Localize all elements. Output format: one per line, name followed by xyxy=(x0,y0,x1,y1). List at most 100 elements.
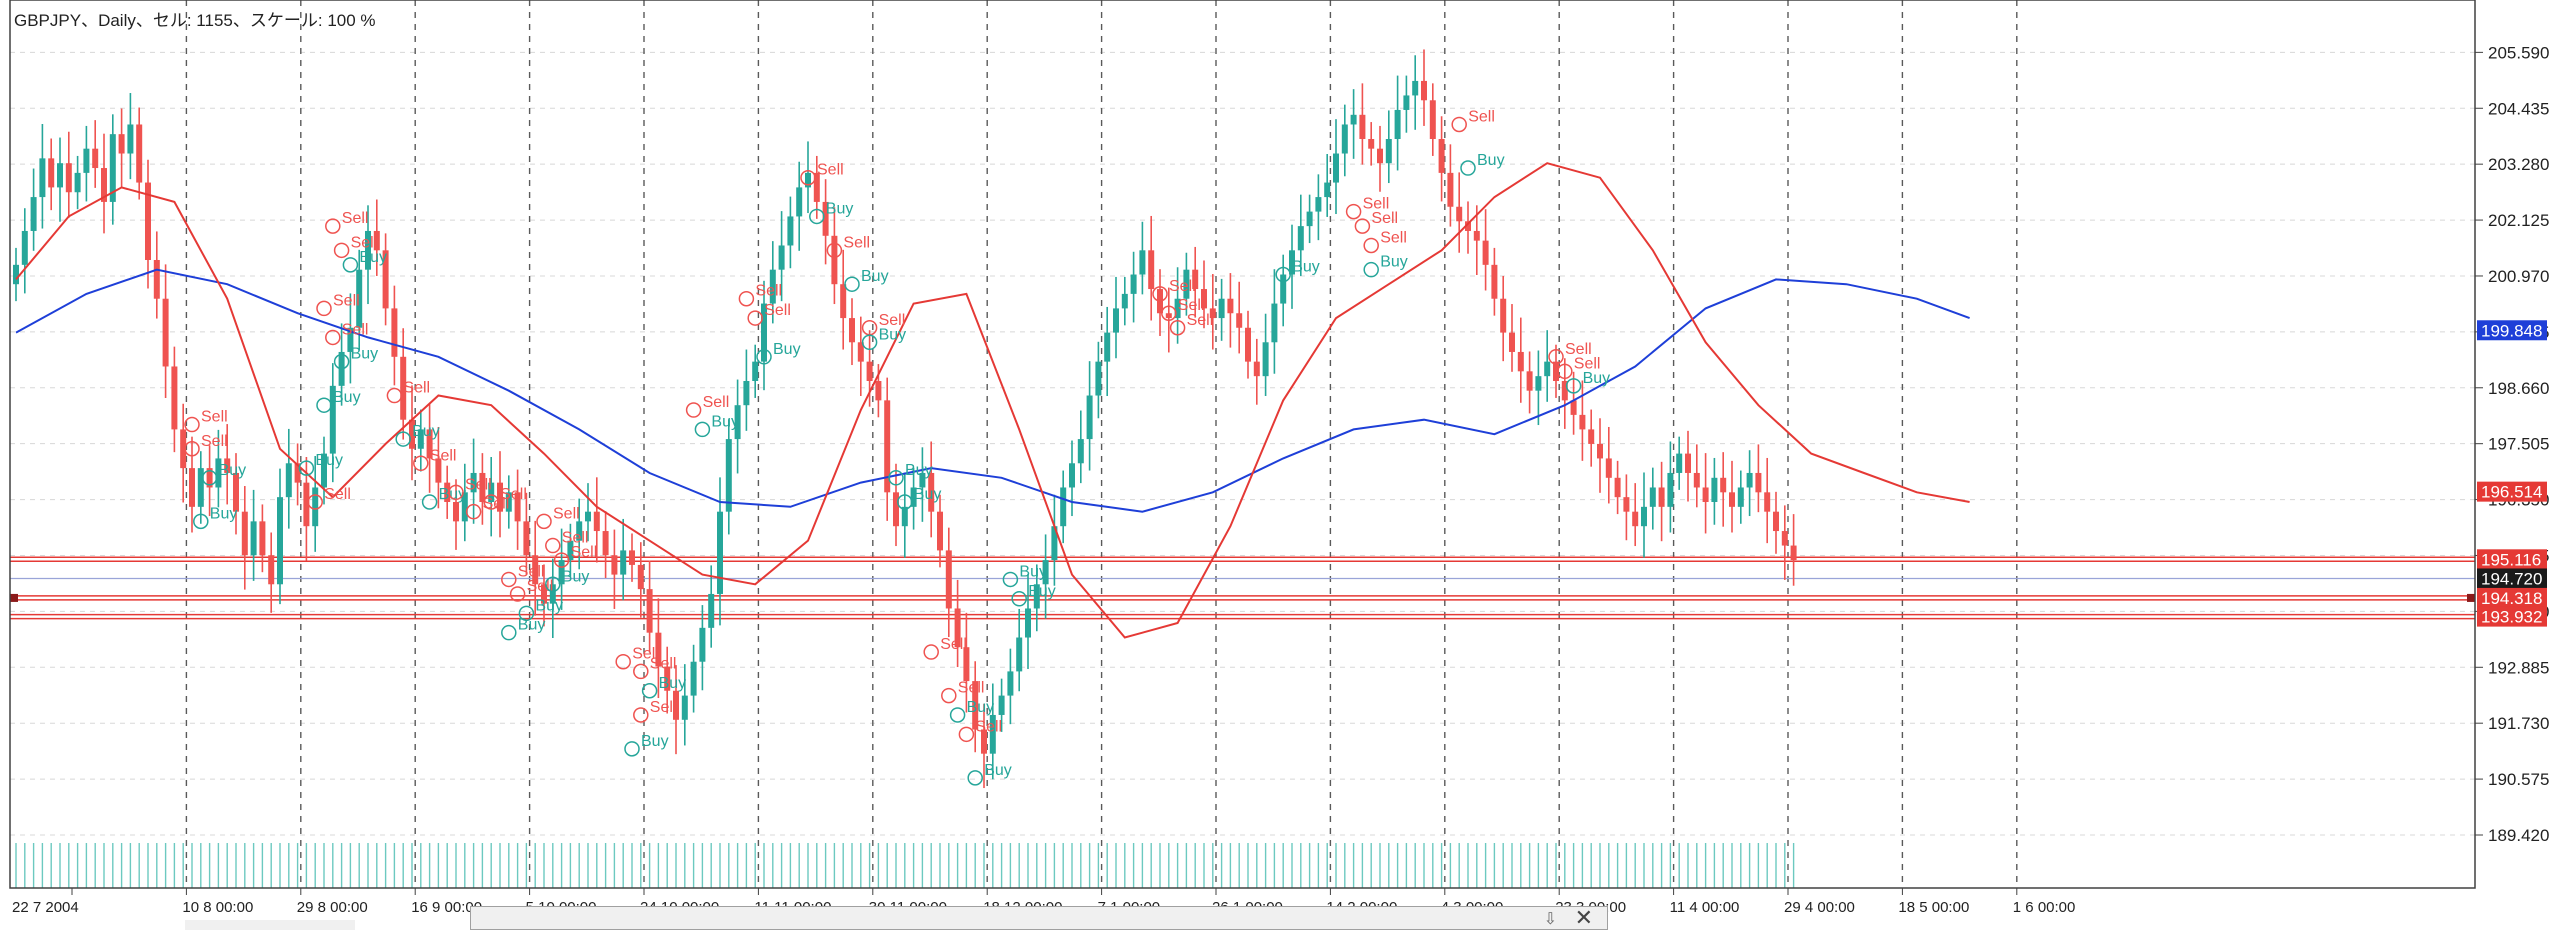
signal-label: Buy xyxy=(826,200,854,217)
price-label-box xyxy=(2477,568,2547,589)
candle-body xyxy=(1209,308,1216,319)
candle-body xyxy=(1148,250,1155,290)
candle-body xyxy=(523,521,530,556)
signal-label: Sell xyxy=(632,646,659,663)
candle-body xyxy=(329,385,336,454)
candle-body xyxy=(1491,264,1498,299)
candle-body xyxy=(532,555,539,585)
candle-body xyxy=(285,463,292,498)
signal-marker xyxy=(1011,591,1027,607)
price-label: 195.116 xyxy=(2481,550,2541,569)
signal-marker xyxy=(800,169,816,186)
candle-body xyxy=(57,163,63,188)
candle-body xyxy=(1042,560,1049,585)
candle-body xyxy=(1729,492,1735,507)
candle-body xyxy=(1711,477,1718,502)
candle-body xyxy=(294,463,301,483)
candle-body xyxy=(761,303,767,362)
signal-marker xyxy=(413,455,429,472)
signal-label: Sell xyxy=(650,655,677,672)
candle-body xyxy=(928,472,935,512)
signal-marker xyxy=(1460,160,1476,176)
chart-title: GBPJPY、Daily、セル: 1155、スケール: 100 % xyxy=(14,11,376,30)
signal-marker xyxy=(756,349,772,365)
candle-body xyxy=(488,482,495,502)
signal-label: Buy xyxy=(1028,583,1056,600)
candle-body xyxy=(602,531,609,556)
candle-body xyxy=(1306,211,1313,227)
candle-body xyxy=(963,647,970,682)
signal-marker xyxy=(501,571,517,588)
signal-label: Buy xyxy=(641,733,669,750)
candle-body xyxy=(505,492,512,512)
y-tick-label: 192.885 xyxy=(2488,658,2549,677)
candle-body xyxy=(1447,172,1454,207)
candle-body xyxy=(945,550,952,609)
candle-body xyxy=(1139,250,1146,275)
signal-label: Buy xyxy=(315,452,343,469)
x-tick-label: 10 8 00:00 xyxy=(182,899,253,916)
close-icon[interactable]: ✕ xyxy=(1574,906,1593,931)
candle-body xyxy=(1641,506,1647,527)
candle-body xyxy=(796,187,803,217)
signal-label: Buy xyxy=(1292,259,1320,276)
price-label: 194.318 xyxy=(2481,589,2542,608)
candle-body xyxy=(1781,531,1788,546)
signal-label: Buy xyxy=(333,389,361,406)
signal-marker xyxy=(1152,286,1168,302)
candle-body xyxy=(1746,472,1753,488)
price-label: 199.848 xyxy=(2481,321,2542,340)
signal-label: Sell xyxy=(1187,312,1214,329)
candle-body xyxy=(1033,584,1040,609)
candle-body xyxy=(681,695,688,720)
candle-body xyxy=(224,458,231,473)
candle-body xyxy=(989,714,996,754)
candle-body xyxy=(1271,303,1278,343)
candle-body xyxy=(453,502,459,522)
candle-body xyxy=(549,584,556,604)
signal-label: Sell xyxy=(342,210,369,227)
candle-body xyxy=(910,487,917,507)
floating-dialog[interactable]: ⇩ ✕ xyxy=(470,906,1608,931)
signal-marker xyxy=(1363,261,1379,278)
candle-body xyxy=(426,429,433,459)
candle-body xyxy=(901,506,908,527)
pin-icon[interactable]: ⇩ xyxy=(1543,909,1557,928)
price-label-box xyxy=(2477,320,2547,341)
taskbar-strip xyxy=(185,920,355,930)
candle-body xyxy=(13,264,19,285)
signal-label: Sell xyxy=(940,636,967,653)
candle-body xyxy=(321,453,327,488)
price-label-box xyxy=(2477,587,2547,608)
signal-marker xyxy=(448,484,464,501)
candle-body xyxy=(180,429,187,469)
signal-marker xyxy=(333,353,350,370)
candle-body xyxy=(1482,240,1489,265)
candle-body xyxy=(391,308,398,357)
candle-body xyxy=(162,298,169,367)
signal-marker xyxy=(888,470,904,486)
candle-body xyxy=(514,492,521,522)
candle-body xyxy=(1658,487,1665,507)
signal-label: Buy xyxy=(412,423,440,440)
candle-body xyxy=(831,235,838,285)
price-label-box xyxy=(2477,606,2547,627)
signal-marker xyxy=(897,494,913,510)
candle-body xyxy=(1201,289,1207,309)
candle-body xyxy=(1253,361,1260,377)
candle-body xyxy=(1702,487,1709,502)
candle-body xyxy=(48,158,55,188)
candle-body xyxy=(1394,109,1401,139)
candle-body xyxy=(637,564,644,590)
y-tick-label: 189.420 xyxy=(2488,826,2549,845)
candle-body xyxy=(1289,250,1295,275)
candle-body xyxy=(356,269,363,328)
signal-marker xyxy=(307,494,323,510)
signal-label: Sell xyxy=(817,162,844,179)
signal-marker xyxy=(615,653,631,670)
signal-label: Sell xyxy=(755,283,782,300)
candle-body xyxy=(1315,197,1322,212)
signal-marker xyxy=(633,707,649,723)
